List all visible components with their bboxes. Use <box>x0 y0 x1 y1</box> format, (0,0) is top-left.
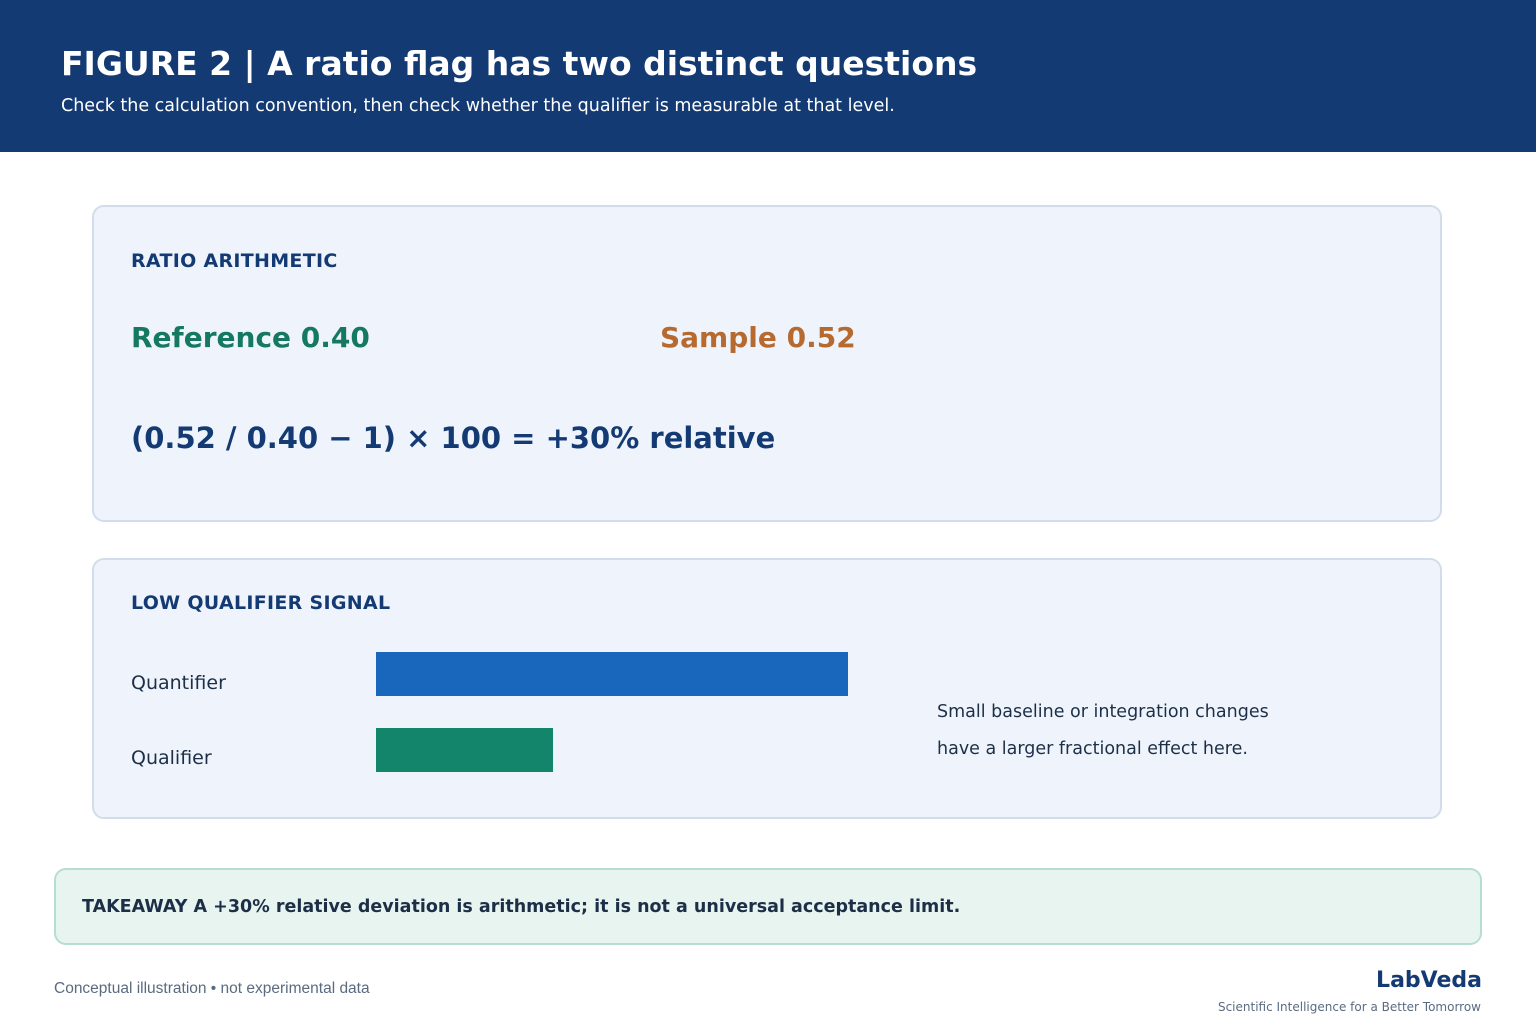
ratio-formula: (0.52 / 0.40 − 1) × 100 = +30% relative <box>131 421 776 455</box>
qualifier-bar <box>376 728 553 772</box>
reference-value: Reference 0.40 <box>131 321 370 354</box>
ratio-arithmetic-card: RATIO ARITHMETIC Reference 0.40 Sample 0… <box>92 205 1442 522</box>
takeaway-text: TAKEAWAY A +30% relative deviation is ar… <box>82 897 961 917</box>
brand-logo: LabVeda <box>1376 968 1482 993</box>
signal-note-line-2: have a larger fractional effect here. <box>937 739 1248 759</box>
footer-note: Conceptual illustration • not experiment… <box>54 980 370 997</box>
figure-title: FIGURE 2 | A ratio flag has two distinct… <box>61 44 978 83</box>
figure-header: FIGURE 2 | A ratio flag has two distinct… <box>0 0 1536 152</box>
quantifier-bar-label: Quantifier <box>131 672 226 694</box>
low-qualifier-signal-card: LOW QUALIFIER SIGNAL Quantifier Qualifie… <box>92 558 1442 819</box>
qualifier-bar-label: Qualifier <box>131 747 212 769</box>
figure-subtitle: Check the calculation convention, then c… <box>61 96 895 116</box>
signal-card-heading: LOW QUALIFIER SIGNAL <box>131 592 391 614</box>
signal-note-line-1: Small baseline or integration changes <box>937 702 1269 722</box>
signal-note: Small baseline or integration changes ha… <box>937 694 1269 768</box>
takeaway-box: TAKEAWAY A +30% relative deviation is ar… <box>54 868 1482 945</box>
quantifier-bar <box>376 652 848 696</box>
brand-tagline: Scientific Intelligence for a Better Tom… <box>1217 1000 1481 1014</box>
ratio-card-heading: RATIO ARITHMETIC <box>131 250 338 272</box>
sample-value: Sample 0.52 <box>660 321 856 354</box>
